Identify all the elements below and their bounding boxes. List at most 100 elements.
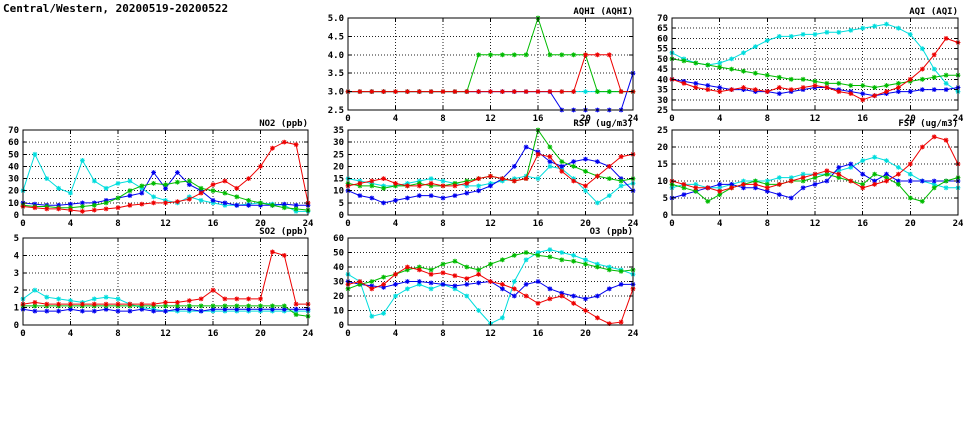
y-tick-label: 40 (333, 263, 344, 273)
y-tick-label: 10 (333, 307, 344, 317)
x-tick-label: 16 (857, 114, 868, 124)
x-tick-label: 0 (345, 329, 350, 339)
chart-title-so2: SO2 (ppb) (259, 227, 308, 237)
x-tick-label: 16 (533, 329, 544, 339)
chart-title-no2: NO2 (ppb) (259, 119, 308, 129)
y-tick-label: 3.5 (328, 69, 344, 79)
y-tick-label: 30 (8, 175, 19, 185)
x-tick-label: 20 (580, 329, 591, 339)
y-tick-label: 0 (663, 211, 668, 221)
x-tick-label: 16 (533, 219, 544, 229)
y-tick-label: 30 (333, 138, 344, 148)
y-tick-label: 20 (8, 187, 19, 197)
chart-title-fsp: FSP (ug/m3) (898, 119, 958, 129)
x-tick-label: 8 (440, 219, 445, 229)
x-tick-label: 16 (533, 114, 544, 124)
x-tick-label: 4 (393, 219, 399, 229)
x-tick-label: 4 (717, 219, 723, 229)
y-tick-label: 2.5 (328, 106, 344, 116)
y-tick-label: 25 (333, 150, 344, 160)
y-tick-label: 50 (657, 55, 668, 65)
y-tick-label: 70 (8, 126, 19, 136)
chart-title-aqhi: AQHI (AQHI) (573, 7, 633, 17)
page-title: Central/Western, 20200519-20200522 (3, 2, 229, 15)
x-tick-label: 0 (345, 219, 350, 229)
chart-title-rsp: RSP (ug/m3) (573, 119, 633, 129)
x-tick-label: 4 (393, 329, 399, 339)
x-tick-label: 8 (440, 114, 445, 124)
y-tick-label: 40 (8, 162, 19, 172)
x-tick-label: 4 (68, 219, 74, 229)
y-tick-label: 20 (657, 143, 668, 153)
y-tick-label: 55 (657, 45, 668, 55)
y-tick-label: 5 (14, 234, 19, 244)
x-tick-label: 12 (485, 219, 496, 229)
x-tick-label: 4 (393, 114, 399, 124)
x-tick-label: 24 (953, 114, 964, 124)
y-tick-label: 25 (657, 106, 668, 116)
y-tick-label: 5 (339, 199, 344, 209)
y-tick-label: 35 (657, 86, 668, 96)
y-tick-label: 35 (333, 126, 344, 136)
y-tick-label: 5.0 (328, 14, 344, 24)
chart-title-aqi: AQI (AQI) (909, 7, 958, 17)
x-tick-label: 8 (765, 114, 770, 124)
x-tick-label: 8 (115, 329, 120, 339)
x-tick-label: 24 (628, 219, 639, 229)
x-tick-label: 4 (717, 114, 723, 124)
y-tick-label: 50 (333, 249, 344, 259)
y-tick-label: 3.0 (328, 88, 344, 98)
y-tick-label: 20 (333, 292, 344, 302)
y-tick-label: 3 (14, 269, 19, 279)
y-tick-label: 65 (657, 24, 668, 34)
x-tick-label: 12 (810, 114, 821, 124)
y-tick-label: 0 (339, 211, 344, 221)
y-tick-label: 10 (657, 177, 668, 187)
x-tick-label: 16 (208, 219, 219, 229)
chart-title-o3: O3 (ppb) (590, 227, 633, 237)
y-tick-label: 5 (663, 194, 668, 204)
x-tick-label: 12 (160, 219, 171, 229)
y-tick-label: 45 (657, 65, 668, 75)
rsp-line-green (347, 128, 634, 189)
y-tick-label: 15 (657, 160, 668, 170)
y-tick-label: 15 (333, 175, 344, 185)
x-tick-label: 12 (485, 114, 496, 124)
y-tick-label: 1 (14, 304, 19, 314)
x-tick-label: 0 (20, 219, 25, 229)
x-tick-label: 20 (580, 219, 591, 229)
x-tick-label: 8 (440, 329, 445, 339)
x-tick-label: 24 (303, 219, 314, 229)
y-tick-label: 2 (14, 286, 19, 296)
y-tick-label: 0 (14, 321, 19, 331)
y-tick-label: 20 (333, 162, 344, 172)
x-tick-label: 20 (905, 114, 916, 124)
x-tick-label: 16 (208, 329, 219, 339)
x-tick-label: 0 (669, 114, 674, 124)
y-tick-label: 4.0 (328, 51, 344, 61)
x-tick-label: 20 (580, 114, 591, 124)
x-tick-label: 0 (669, 219, 674, 229)
x-tick-label: 20 (255, 219, 266, 229)
y-tick-label: 25 (657, 126, 668, 136)
chart-fsp: 0 4 8 12 16 20 24 0 5 10 15 20 25 FSP (ug/m3) (657, 119, 964, 229)
y-tick-label: 10 (333, 187, 344, 197)
x-tick-label: 24 (628, 329, 639, 339)
x-tick-label: 16 (857, 219, 868, 229)
x-tick-label: 8 (115, 219, 120, 229)
y-tick-label: 50 (8, 150, 19, 160)
x-tick-label: 24 (628, 114, 639, 124)
chart-o3: 0 4 8 12 16 20 24 0 10 20 30 40 50 60 O3 (ppb) (333, 227, 639, 339)
y-tick-label: 70 (657, 14, 668, 24)
y-tick-label: 60 (333, 234, 344, 244)
x-tick-label: 0 (20, 329, 25, 339)
x-tick-label: 20 (905, 219, 916, 229)
y-tick-label: 60 (657, 34, 668, 44)
x-tick-label: 4 (68, 329, 74, 339)
y-tick-label: 0 (14, 211, 19, 221)
